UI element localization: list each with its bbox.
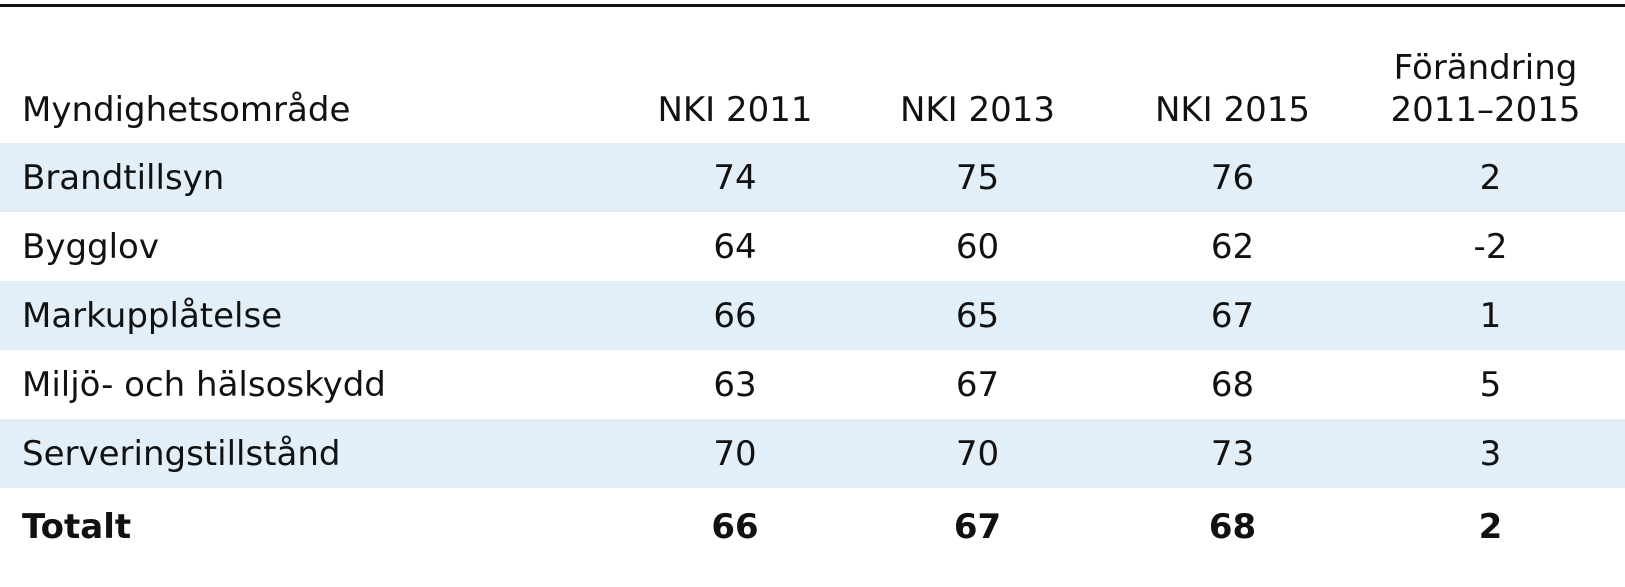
cell-nki-2015: 76 — [1105, 143, 1360, 212]
cell-area: Bygglov — [22, 226, 159, 267]
header-nki-2013: NKI 2013 — [899, 90, 1056, 130]
cell-change: 5 — [1479, 364, 1502, 405]
cell-nki-2011: 64 — [713, 226, 757, 267]
header-change-line1: Förändring — [1393, 48, 1578, 88]
cell-nki-2015: 62 — [1210, 226, 1255, 267]
total-nki-2011: 66 — [711, 507, 759, 547]
header-change: Förändring 2011–2015 — [1360, 30, 1625, 143]
table-row: Serveringstillstånd 70 70 73 3 — [0, 419, 1625, 488]
cell-area: Brandtillsyn — [0, 143, 620, 212]
cell-nki-2015: 67 — [1105, 281, 1360, 350]
cell-nki-2011: 66 — [620, 281, 850, 350]
header-change-line2: 2011–2015 — [1390, 90, 1581, 130]
table-footer: Totalt 66 67 68 2 — [0, 488, 1625, 566]
top-rule — [0, 4, 1625, 7]
total-nki-2015: 68 — [1208, 507, 1257, 547]
table-body: Brandtillsyn 74 75 76 2 Bygglov 64 60 62… — [0, 143, 1625, 488]
table-row: Markupplåtelse 66 65 67 1 — [0, 281, 1625, 350]
cell-nki-2013: 67 — [955, 364, 1000, 405]
table-header: Myndighetsområde NKI 2011 NKI 2013 NKI 2… — [0, 30, 1625, 143]
total-change: 2 — [1478, 507, 1503, 547]
header-nki-2011: NKI 2011 — [657, 90, 813, 130]
cell-nki-2013: 75 — [850, 143, 1105, 212]
cell-change: -2 — [1473, 226, 1508, 267]
cell-nki-2015: 68 — [1210, 364, 1255, 405]
cell-area: Markupplåtelse — [0, 281, 620, 350]
cell-nki-2011: 74 — [620, 143, 850, 212]
cell-nki-2013: 70 — [850, 419, 1105, 488]
cell-change: 1 — [1360, 281, 1625, 350]
cell-area: Miljö- och hälsoskydd — [22, 364, 386, 405]
cell-nki-2013: 60 — [955, 226, 1000, 267]
header-row: Myndighetsområde NKI 2011 NKI 2013 NKI 2… — [0, 30, 1625, 143]
table-row: Miljö- och hälsoskydd 63 67 68 5 — [0, 350, 1625, 419]
cell-change: 3 — [1360, 419, 1625, 488]
total-row: Totalt 66 67 68 2 — [0, 488, 1625, 566]
cell-area: Serveringstillstånd — [0, 419, 620, 488]
total-nki-2013: 67 — [953, 507, 1002, 547]
cell-nki-2015: 73 — [1105, 419, 1360, 488]
table-row: Brandtillsyn 74 75 76 2 — [0, 143, 1625, 212]
total-label: Totalt — [22, 507, 132, 547]
table-row: Bygglov 64 60 62 -2 — [0, 212, 1625, 281]
header-nki-2015: NKI 2015 — [1154, 90, 1311, 130]
header-area: Myndighetsområde — [22, 90, 351, 130]
cell-nki-2011: 70 — [620, 419, 850, 488]
cell-nki-2011: 63 — [713, 364, 757, 405]
cell-change: 2 — [1360, 143, 1625, 212]
cell-nki-2013: 65 — [850, 281, 1105, 350]
nki-table: Myndighetsområde NKI 2011 NKI 2013 NKI 2… — [0, 30, 1625, 566]
